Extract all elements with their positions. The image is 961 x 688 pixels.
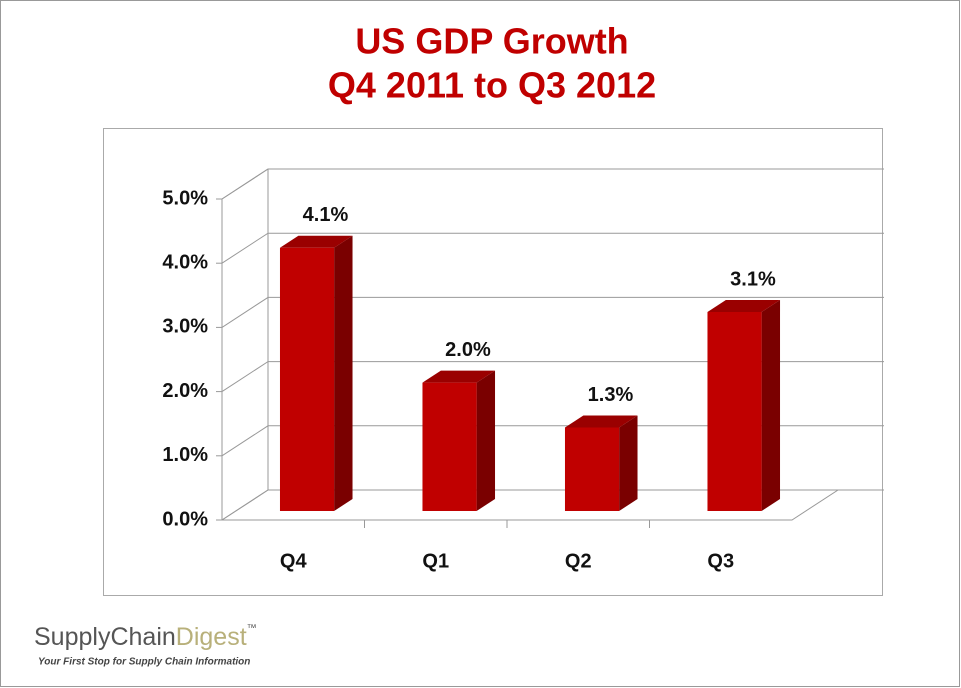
grid-line bbox=[221, 489, 884, 521]
grid-line bbox=[221, 425, 884, 457]
x-tick-label: Q1 bbox=[422, 550, 449, 572]
chart-title: US GDP Growth bbox=[355, 21, 628, 62]
y-tick-label: 4.0% bbox=[162, 251, 208, 273]
bar bbox=[707, 299, 781, 511]
y-tick-label: 3.0% bbox=[162, 316, 208, 338]
logo-supply: Supply bbox=[34, 623, 111, 651]
value-label: 2.0% bbox=[445, 339, 491, 361]
bar-top bbox=[564, 415, 638, 428]
bar-front bbox=[279, 247, 335, 511]
grid-line bbox=[221, 168, 884, 200]
bar-top bbox=[707, 299, 781, 312]
value-label: 3.1% bbox=[730, 268, 776, 290]
x-tick-label: Q2 bbox=[565, 550, 592, 572]
chart-subtitle: Q4 2011 to Q3 2012 bbox=[328, 65, 656, 106]
y-tick-label: 1.0% bbox=[162, 444, 208, 466]
logo-tagline: Your First Stop for Supply Chain Informa… bbox=[38, 657, 250, 668]
bar-front bbox=[564, 427, 620, 511]
bar-side bbox=[761, 299, 781, 511]
grid-line bbox=[221, 296, 884, 328]
logo-digest: Digest bbox=[176, 623, 247, 651]
bar-side bbox=[476, 370, 496, 511]
bar-front bbox=[422, 382, 477, 511]
y-tick-label: 5.0% bbox=[162, 187, 208, 209]
x-tick-label: Q3 bbox=[707, 550, 734, 572]
bar-front bbox=[707, 311, 762, 511]
bar-top bbox=[422, 370, 496, 383]
bar bbox=[564, 415, 638, 511]
logo-mark: ™ bbox=[247, 623, 257, 634]
value-label: 4.1% bbox=[303, 204, 349, 226]
bar bbox=[422, 370, 496, 511]
grid-line bbox=[221, 232, 884, 264]
y-tick-label: 0.0% bbox=[162, 508, 208, 530]
bar-side bbox=[619, 415, 638, 511]
grid-line bbox=[221, 361, 884, 393]
value-label: 1.3% bbox=[588, 384, 634, 406]
bar-side bbox=[334, 235, 353, 511]
bar bbox=[279, 235, 353, 511]
bar-top bbox=[279, 235, 353, 248]
logo: SupplyChainDigest™ bbox=[34, 623, 257, 651]
y-tick-label: 2.0% bbox=[162, 380, 208, 402]
plot: 0.0% 1.0% 2.0% 3.0% 4.0% 5.0% Q4 4.1% Q1 2.0% Q2 1.… bbox=[162, 168, 884, 572]
x-tick-label: Q4 bbox=[280, 550, 308, 572]
logo-chain: Chain bbox=[110, 623, 175, 651]
